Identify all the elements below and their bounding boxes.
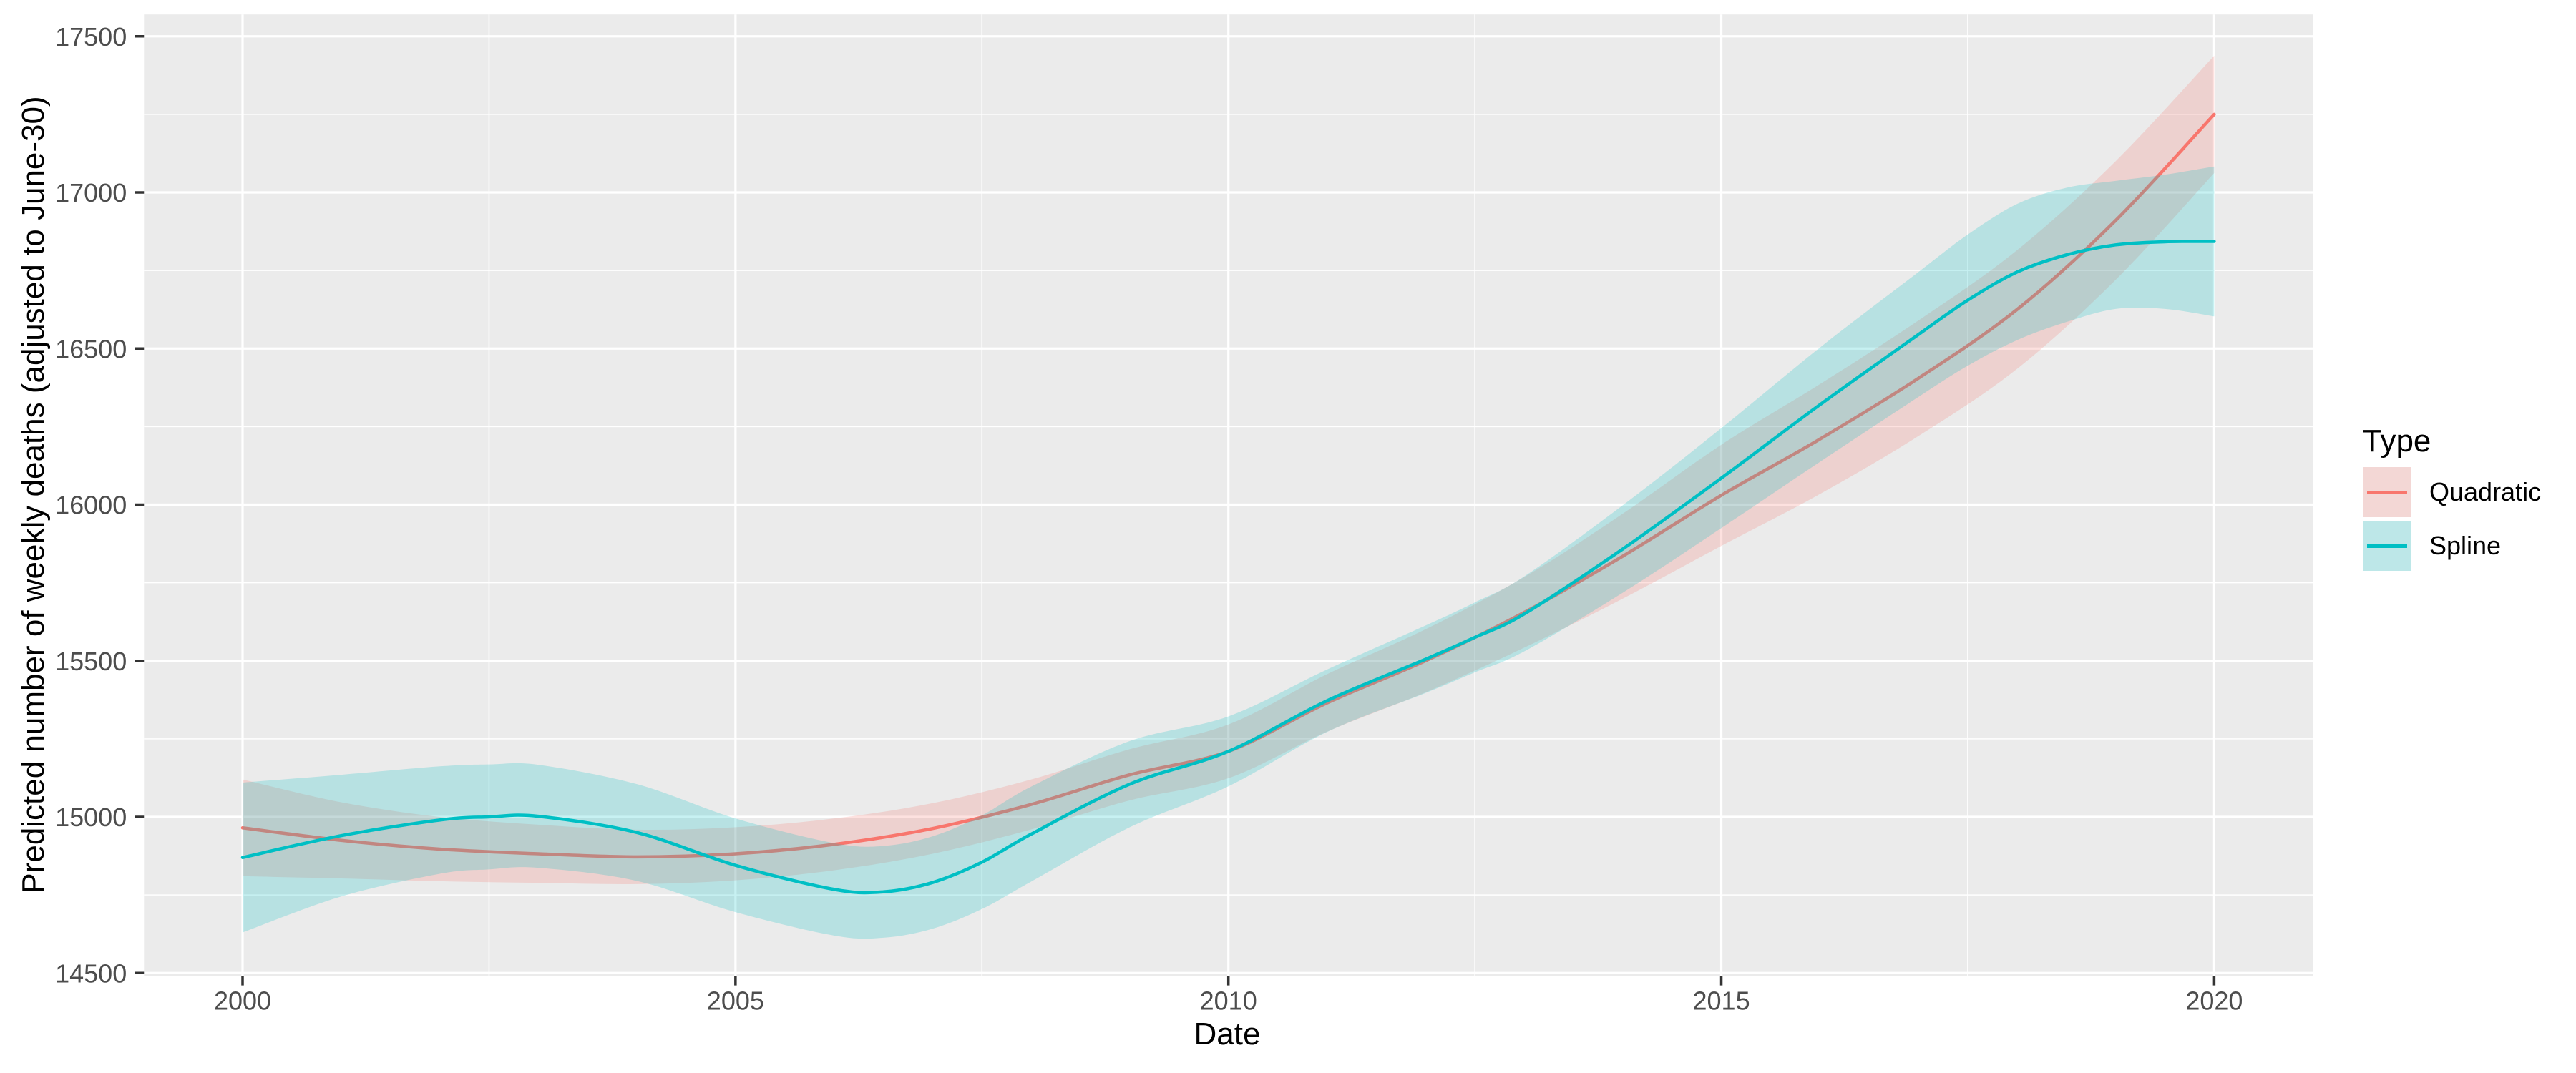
- legend-key-spline: [2363, 521, 2411, 571]
- x-tick-label: 2020: [2185, 986, 2243, 1016]
- legend-label-quadratic: Quadratic: [2429, 477, 2542, 506]
- spline-ribbon: [243, 166, 2215, 939]
- spline-line: [240, 240, 2216, 895]
- x-tick-label: 2015: [1693, 986, 1750, 1016]
- y-tick-label: 17500: [55, 22, 127, 52]
- legend-item-spline: Spline: [2363, 521, 2541, 571]
- x-tick-label: 2000: [214, 986, 271, 1016]
- y-tick-label: 14500: [55, 959, 127, 988]
- x-tick-label: 2010: [1200, 986, 1257, 1016]
- y-tick-label: 15500: [55, 647, 127, 676]
- legend-label-spline: Spline: [2429, 531, 2502, 560]
- y-axis-title: Predicted number of weekly deaths (adjus…: [16, 96, 51, 894]
- legend: Type Quadratic Spline: [2363, 425, 2541, 574]
- y-tick-label: 17000: [55, 178, 127, 207]
- y-tick-label: 16500: [55, 334, 127, 363]
- x-tick-label: 2005: [707, 986, 764, 1016]
- legend-item-quadratic: Quadratic: [2363, 467, 2541, 517]
- legend-line-swatch: [2367, 544, 2407, 548]
- legend-line-swatch: [2367, 490, 2407, 494]
- legend-key-quadratic: [2363, 467, 2411, 517]
- y-tick-label: 16000: [55, 491, 127, 520]
- x-axis-title: Date: [1194, 1016, 1261, 1052]
- legend-title: Type: [2363, 423, 2431, 459]
- y-tick-label: 15000: [55, 803, 127, 832]
- quadratic-ribbon: [243, 55, 2215, 884]
- legend-items: Quadratic Spline: [2363, 467, 2541, 571]
